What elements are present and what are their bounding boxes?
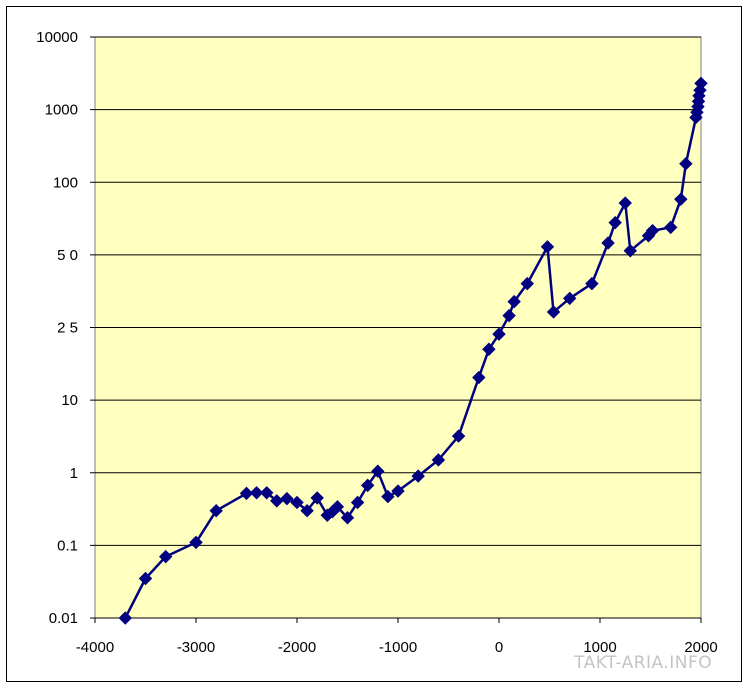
data-point bbox=[340, 511, 355, 525]
data-point bbox=[645, 223, 660, 238]
data-point bbox=[209, 504, 223, 518]
x-tick-label: 1000 bbox=[583, 639, 616, 656]
y-tick-label: 1000 bbox=[45, 102, 78, 119]
y-tick-label: 10000 bbox=[36, 29, 78, 46]
data-point bbox=[546, 305, 561, 319]
data-point bbox=[259, 486, 274, 500]
data-point bbox=[694, 76, 708, 91]
x-tick-label: 2000 bbox=[684, 639, 717, 656]
x-tick-label: -3000 bbox=[177, 639, 215, 656]
data-point bbox=[431, 453, 446, 467]
data-point bbox=[492, 327, 506, 341]
data-point bbox=[360, 478, 375, 493]
data-point bbox=[189, 535, 203, 550]
data-point bbox=[158, 549, 173, 564]
y-tick-label: 2 5 bbox=[57, 320, 78, 337]
y-tick-label: 0.01 bbox=[49, 610, 78, 627]
data-point bbox=[663, 220, 678, 235]
data-point bbox=[540, 240, 555, 254]
data-point bbox=[371, 464, 385, 478]
data-point bbox=[350, 495, 365, 510]
data-point bbox=[623, 244, 638, 258]
x-axis-ticks: -4000 -3000 -2000 -1000 0 1000 2000 bbox=[76, 618, 718, 656]
data-point bbox=[472, 370, 486, 385]
data-point bbox=[679, 157, 693, 171]
watermark-text: TAKT-ARIA.INFO bbox=[573, 653, 712, 673]
y-tick-label: 1 bbox=[70, 465, 78, 482]
y-tick-label: 100 bbox=[53, 174, 78, 191]
data-point bbox=[520, 276, 534, 291]
series-markers bbox=[118, 76, 708, 625]
data-point bbox=[674, 192, 688, 206]
data-point bbox=[451, 429, 466, 443]
data-point bbox=[249, 486, 264, 500]
data-point bbox=[310, 491, 324, 505]
x-tick-label: -1000 bbox=[379, 639, 417, 656]
data-point bbox=[618, 196, 632, 210]
data-point bbox=[300, 504, 314, 518]
data-point bbox=[562, 291, 577, 306]
data-point bbox=[280, 491, 294, 506]
data-point bbox=[290, 495, 304, 510]
y-tick-label: 10 bbox=[61, 392, 78, 409]
x-tick-label: -2000 bbox=[278, 639, 316, 656]
data-point bbox=[585, 276, 599, 291]
data-point bbox=[482, 342, 496, 356]
data-point bbox=[381, 489, 395, 504]
data-point bbox=[391, 484, 405, 498]
x-tick-label: 0 bbox=[495, 639, 503, 656]
data-point bbox=[502, 308, 516, 323]
y-tick-label: 5 0 bbox=[57, 247, 78, 264]
data-point bbox=[601, 236, 615, 250]
y-tick-label: 0.1 bbox=[57, 537, 78, 554]
data-point bbox=[411, 469, 425, 483]
data-point bbox=[507, 294, 521, 309]
data-point bbox=[138, 571, 153, 586]
data-point bbox=[608, 215, 622, 230]
y-axis-ticks: 0.01 0.1 1 10 2 5 5 0 100 1000 10000 bbox=[36, 29, 95, 627]
x-tick-label: -4000 bbox=[76, 639, 114, 656]
data-point bbox=[330, 500, 345, 514]
data-point bbox=[118, 611, 133, 625]
data-point bbox=[239, 486, 254, 501]
